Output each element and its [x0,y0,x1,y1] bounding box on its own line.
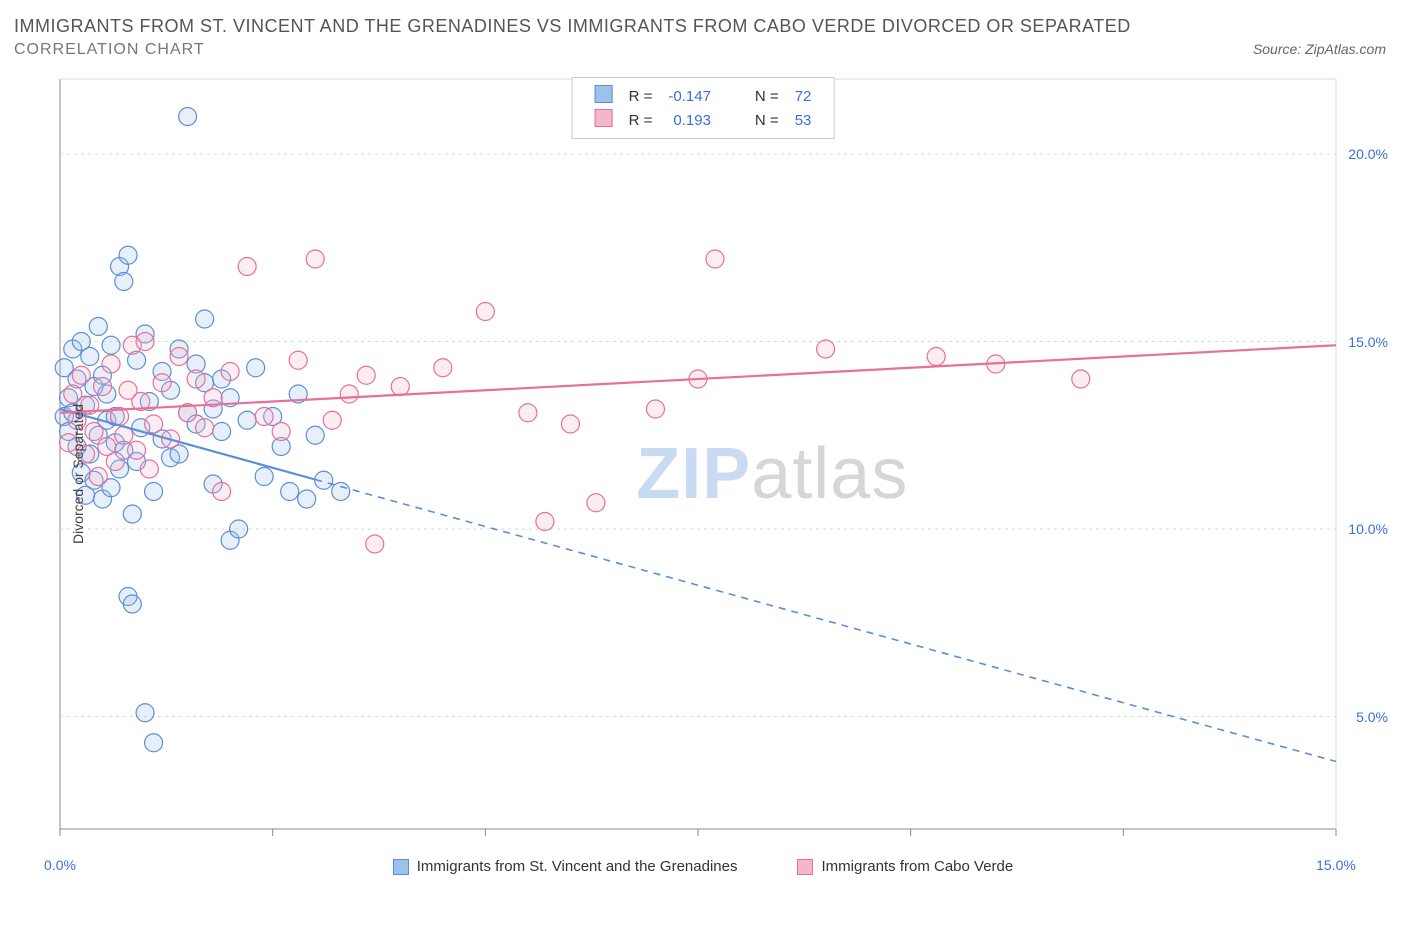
y-tick-label: 5.0% [1356,709,1388,725]
stats-r-label-a: R = [621,84,661,108]
chart-subtitle: CORRELATION CHART [14,41,205,59]
legend-item-b: Immigrants from Cabo Verde [797,858,1013,875]
stats-n-value-b: 53 [787,108,820,132]
stats-row-series-a: R = -0.147 N = 72 [587,84,820,108]
stats-r-value-b: 0.193 [660,108,719,132]
source-label: Source: [1253,41,1301,57]
chart-canvas [10,69,1396,879]
source-attribution: Source: ZipAtlas.com [1253,41,1386,57]
x-tick-label: 15.0% [1316,857,1356,873]
stats-n-value-a: 72 [787,84,820,108]
legend-bottom: Immigrants from St. Vincent and the Gren… [10,858,1396,875]
source-name: ZipAtlas.com [1305,41,1386,57]
y-tick-label: 10.0% [1348,521,1388,537]
chart-title: IMMIGRANTS FROM ST. VINCENT AND THE GREN… [14,16,1396,37]
y-tick-label: 20.0% [1348,146,1388,162]
stats-swatch-b [595,109,613,127]
y-axis-label: Divorced or Separated [70,404,86,544]
legend-swatch-a [393,859,409,875]
stats-row-series-b: R = 0.193 N = 53 [587,108,820,132]
legend-item-a: Immigrants from St. Vincent and the Gren… [393,858,738,875]
legend-swatch-b [797,859,813,875]
stats-n-label-b: N = [747,108,787,132]
stats-r-label-b: R = [621,108,661,132]
stats-n-label-a: N = [747,84,787,108]
x-tick-label: 0.0% [44,857,76,873]
stats-legend-box: R = -0.147 N = 72 R = 0.193 N = 53 [572,77,835,139]
legend-label-b: Immigrants from Cabo Verde [821,858,1013,875]
stats-swatch-a [595,85,613,103]
stats-r-value-a: -0.147 [660,84,719,108]
correlation-chart: Divorced or Separated ZIPatlas R = -0.14… [10,69,1396,879]
legend-label-a: Immigrants from St. Vincent and the Gren… [417,858,738,875]
y-tick-label: 15.0% [1348,334,1388,350]
